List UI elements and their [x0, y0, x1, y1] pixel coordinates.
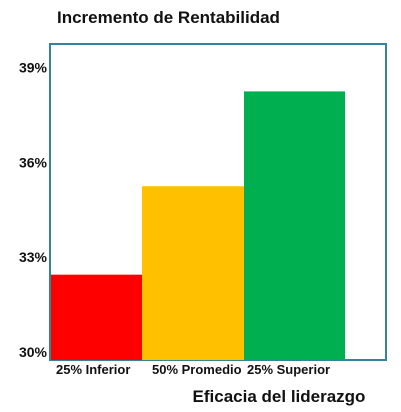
y-tick-label: 39% [19, 60, 48, 76]
y-tick-label: 30% [19, 344, 48, 360]
bar-3 [244, 91, 345, 361]
bar-2 [142, 186, 244, 360]
x-axis-label: Eficacia del liderazgo [193, 387, 366, 406]
chart-title: Incremento de Rentabilidad [57, 8, 280, 27]
category-label: 50% Promedio [152, 362, 242, 377]
y-tick-label: 36% [19, 154, 48, 170]
category-label: 25% Inferior [56, 362, 130, 377]
category-label: 25% Superior [247, 362, 330, 377]
y-tick-label: 33% [19, 249, 48, 265]
bar-1 [51, 274, 142, 360]
